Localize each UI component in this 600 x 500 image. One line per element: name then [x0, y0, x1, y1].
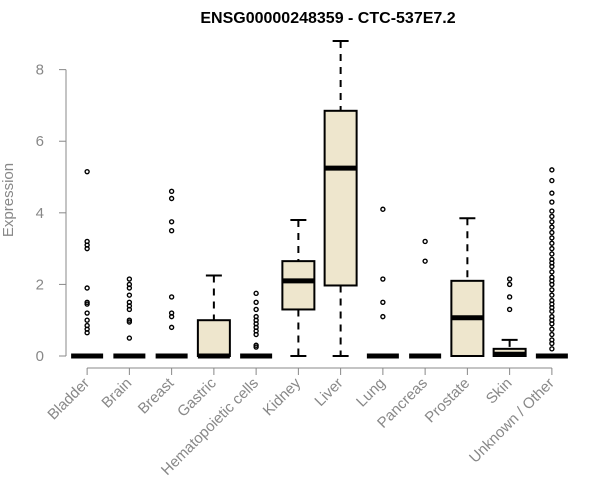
box-group	[155, 188, 188, 359]
box-group	[281, 218, 316, 357]
outlier-point	[549, 167, 555, 173]
box	[281, 260, 316, 311]
outlier-point	[549, 263, 555, 270]
outlier-point	[126, 335, 133, 341]
outlier-point	[84, 285, 90, 291]
outlier-point	[168, 294, 175, 300]
x-tick-label: Liver	[311, 375, 346, 410]
outlier-point	[549, 251, 555, 257]
x-tick-label: Bladder	[44, 375, 93, 424]
outlier-point	[84, 330, 90, 336]
box-group	[366, 206, 399, 359]
outlier-point	[84, 310, 90, 316]
box-group	[240, 290, 273, 359]
outlier-point	[126, 276, 133, 282]
box-group	[323, 40, 358, 357]
box-group	[492, 276, 527, 358]
outlier-point	[549, 219, 555, 225]
outlier-point	[549, 331, 555, 338]
outlier-point	[549, 321, 555, 327]
outlier-point	[549, 346, 555, 352]
outlier-point	[549, 308, 555, 314]
outlier-point	[549, 326, 555, 332]
box	[323, 109, 358, 287]
y-tick-label: 8	[36, 62, 44, 79]
outlier-point	[506, 281, 513, 288]
box-group	[535, 167, 568, 359]
outlier-point	[549, 287, 555, 293]
y-tick-label: 2	[36, 276, 44, 293]
y-tick-label: 0	[36, 348, 44, 365]
x-tick-label: Skin	[483, 375, 516, 408]
outlier-point	[549, 224, 555, 230]
y-tick-label: 6	[36, 133, 44, 150]
outlier-point	[549, 208, 555, 214]
outlier-point	[126, 292, 133, 298]
x-tick-label: Lung	[353, 375, 389, 411]
outlier-point	[253, 344, 259, 350]
outlier-point	[549, 190, 555, 196]
outlier-point	[549, 245, 555, 252]
outlier-point	[549, 269, 555, 275]
box-group	[450, 217, 485, 358]
outlier-point	[422, 258, 428, 264]
outlier-point	[84, 168, 90, 175]
outlier-point	[506, 306, 513, 313]
outlier-point	[168, 188, 175, 195]
outlier-point	[126, 306, 133, 313]
outlier-point	[168, 228, 175, 234]
outlier-point	[549, 292, 555, 298]
outlier-point	[253, 331, 259, 338]
y-tick-label: 4	[36, 205, 44, 222]
outlier-point	[549, 213, 555, 220]
box-group	[71, 168, 104, 359]
outlier-point	[253, 299, 259, 306]
box-group	[409, 238, 442, 359]
outlier-point	[168, 313, 175, 320]
box	[196, 319, 231, 358]
x-tick-label: Brain	[98, 375, 135, 412]
outlier-point	[84, 245, 90, 252]
outlier-point	[168, 195, 175, 202]
outlier-point	[549, 281, 555, 288]
outlier-point	[380, 276, 386, 282]
outlier-point	[380, 206, 386, 212]
outlier-point	[506, 294, 513, 300]
outlier-point	[549, 235, 555, 241]
outlier-point	[549, 240, 555, 246]
outlier-point	[422, 238, 428, 245]
outlier-point	[168, 219, 175, 225]
outlier-point	[549, 177, 555, 184]
outlier-point	[380, 299, 386, 306]
outlier-point	[506, 276, 513, 282]
outlier-point	[126, 285, 133, 291]
outlier-point	[380, 313, 386, 320]
box-group	[113, 276, 146, 359]
x-tick-label: Prostate	[422, 375, 474, 427]
outlier-point	[549, 199, 555, 205]
x-tick-label: Breast	[135, 374, 178, 417]
outlier-point	[549, 340, 555, 347]
outlier-point	[253, 306, 259, 313]
outlier-point	[253, 290, 259, 297]
box-group	[196, 274, 231, 359]
chart-title: ENSG00000248359 - CTC-537E7.2	[200, 10, 455, 27]
outlier-point	[84, 317, 90, 323]
outlier-point	[168, 324, 175, 331]
y-axis-label: Expression	[0, 163, 17, 237]
boxes-layer	[71, 40, 568, 359]
outlier-point	[84, 301, 90, 307]
outlier-point	[549, 229, 555, 236]
x-tick-label: Kidney	[260, 374, 305, 419]
outlier-point	[126, 319, 133, 325]
y-axis: 0 2 4 6 8	[36, 62, 67, 365]
